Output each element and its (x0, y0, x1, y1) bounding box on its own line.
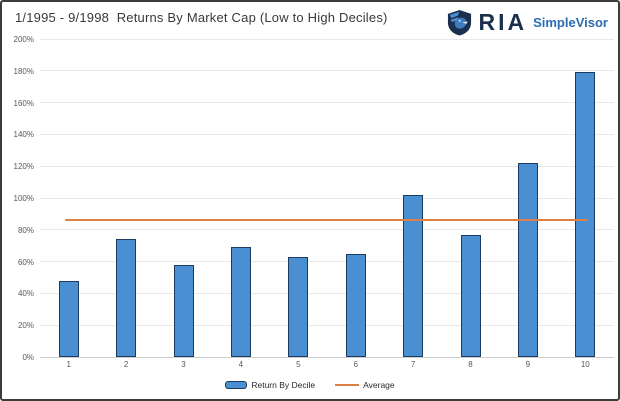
gridline (40, 197, 614, 199)
x-axis: 1 2 3 4 5 6 7 8 9 10 (40, 360, 614, 372)
x-tick-label: 5 (296, 360, 301, 369)
brand-logo: RIA SimpleVisor (446, 9, 608, 36)
gridline (40, 261, 614, 263)
y-tick-label: 0% (22, 353, 34, 362)
x-tick-label: 9 (525, 360, 531, 369)
y-tick-label: 60% (17, 257, 34, 267)
x-tick-label: 10 (580, 360, 590, 369)
bar-decile-2 (116, 239, 137, 357)
plot-area (40, 38, 614, 358)
bar-decile-10 (575, 72, 596, 357)
x-tick-label: 1 (66, 360, 71, 369)
legend-item-return-by-decile: Return By Decile (225, 380, 315, 390)
gridline (40, 70, 614, 72)
bar-decile-9 (517, 163, 538, 357)
gridline (40, 229, 614, 231)
gridline (40, 324, 614, 326)
x-tick-label: 6 (353, 360, 358, 369)
y-tick-label: 140% (13, 130, 34, 140)
brand-ria-text: RIA (478, 9, 528, 35)
y-tick-label: 20% (17, 321, 34, 331)
x-tick-label: 7 (410, 360, 416, 369)
average-line (64, 219, 589, 222)
x-tick-label: 4 (238, 360, 244, 369)
legend-label-return-by-decile: Return By Decile (251, 380, 316, 390)
y-tick-label: 40% (17, 289, 34, 299)
bar-decile-5 (288, 256, 309, 357)
gridline (40, 356, 614, 358)
brand-simplevisor-text: SimpleVisor (533, 15, 608, 30)
y-tick-label: 180% (13, 66, 34, 76)
gridline (40, 102, 614, 104)
legend-bar-swatch (225, 381, 248, 389)
chart-title: 1/1995 - 9/1998 Returns By Market Cap (L… (15, 10, 388, 25)
y-tick-label: 200% (13, 35, 34, 44)
ria-shield-icon (448, 9, 472, 36)
legend-line-swatch (335, 384, 360, 386)
legend: Return By Decile Average (2, 380, 618, 390)
bar-decile-7 (403, 194, 424, 357)
gridline (40, 165, 614, 167)
bar-decile-4 (230, 247, 251, 357)
bar-decile-3 (173, 264, 194, 357)
x-tick-label: 3 (181, 360, 186, 369)
x-tick-label: 8 (468, 360, 473, 369)
legend-label-average: Average (363, 380, 395, 390)
bar-decile-1 (58, 280, 79, 357)
gridline (40, 133, 614, 135)
bar-decile-8 (460, 234, 481, 357)
y-tick-label: 160% (13, 98, 34, 108)
y-tick-label: 120% (13, 162, 34, 172)
legend-item-average: Average (335, 380, 395, 390)
y-tick-label: 80% (17, 225, 34, 235)
bar-decile-6 (345, 253, 366, 357)
y-tick-label: 100% (13, 194, 34, 203)
y-axis: 200% 180% 160% 140% 120% 100% 80% 60% 40% 20% 0% (2, 2, 37, 399)
gridline (40, 292, 614, 294)
gridline (40, 38, 614, 40)
x-tick-label: 2 (123, 360, 129, 369)
